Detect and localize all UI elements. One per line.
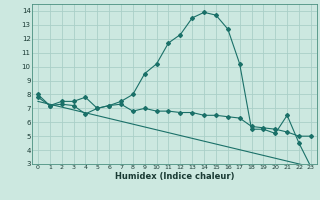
X-axis label: Humidex (Indice chaleur): Humidex (Indice chaleur): [115, 172, 234, 181]
